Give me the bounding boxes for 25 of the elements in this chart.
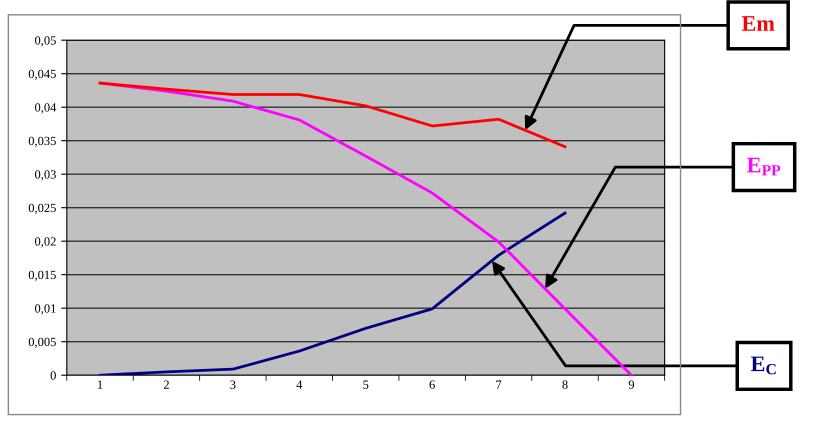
y-tick-label: 0,01 xyxy=(34,304,56,314)
text: E$_{C}$ xyxy=(750,356,776,374)
text: Em xyxy=(742,16,774,31)
y-tick-label: 0,005 xyxy=(28,338,56,348)
line-series xyxy=(98,212,566,376)
x-tick-label: 7 xyxy=(496,380,502,389)
y-tick-label: 0,04 xyxy=(34,103,56,114)
y-tick-label: 0,045 xyxy=(28,70,56,80)
y-tick-label: 0,03 xyxy=(34,170,56,180)
x-tick-label: 3 xyxy=(230,380,236,389)
y-tick-label: 0,02 xyxy=(34,237,56,248)
x-tick-label: 5 xyxy=(363,380,368,389)
text: E$_{PP}$ xyxy=(747,158,780,176)
x-tick-label: 4 xyxy=(296,380,302,389)
x-tick-label: 6 xyxy=(430,380,435,389)
line-series xyxy=(98,82,566,148)
y-tick-label: 0 xyxy=(50,371,56,380)
y-tick-label: 0,035 xyxy=(28,136,56,147)
x-tick-label: 9 xyxy=(628,380,634,389)
x-tick-label: 1 xyxy=(98,380,102,389)
y-tick-label: 0,025 xyxy=(28,204,56,214)
x-tick-label: 2 xyxy=(164,380,169,389)
y-tick-label: 0,015 xyxy=(28,270,56,281)
x-tick-label: 8 xyxy=(562,380,568,389)
y-tick-label: 0,05 xyxy=(34,36,56,46)
